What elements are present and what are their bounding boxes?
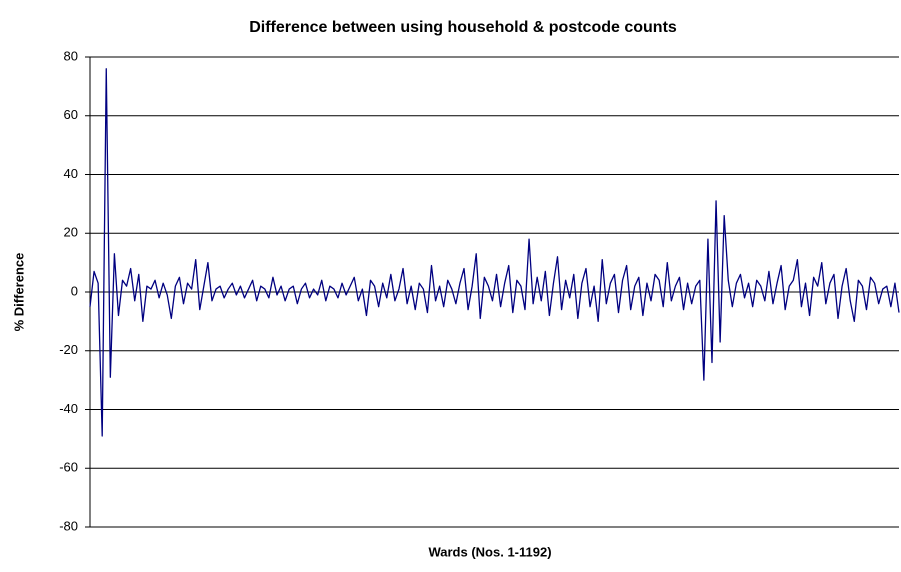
y-tick-label: 80 xyxy=(64,48,78,63)
y-tick-label: -60 xyxy=(59,460,78,475)
y-tick-label: 20 xyxy=(64,225,78,240)
y-tick-label: -40 xyxy=(59,401,78,416)
y-tick-label: -80 xyxy=(59,518,78,533)
y-axis-label: % Difference xyxy=(11,253,26,332)
x-axis-label: Wards (Nos. 1-1192) xyxy=(428,544,551,559)
chart-title: Difference between using household & pos… xyxy=(249,19,677,36)
y-tick-label: 60 xyxy=(64,107,78,122)
data-line xyxy=(89,68,900,437)
y-tick-label: -20 xyxy=(59,342,78,357)
y-tick-label: 40 xyxy=(64,166,78,181)
y-tick-label: 0 xyxy=(71,283,78,298)
